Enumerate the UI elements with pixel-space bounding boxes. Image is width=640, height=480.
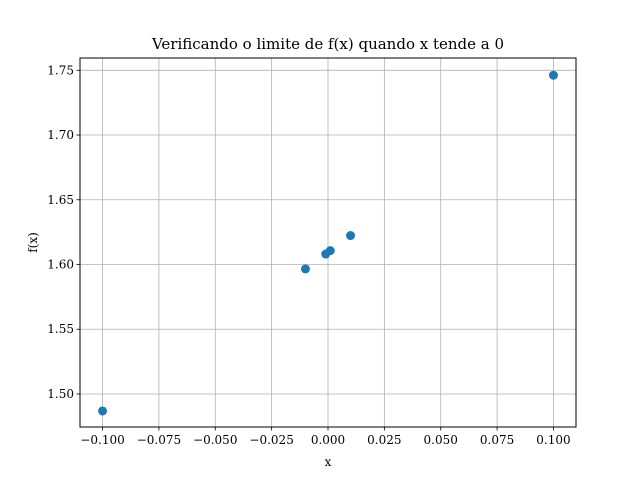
x-tick-label: −0.075 <box>137 433 181 447</box>
x-tick-label: −0.025 <box>249 433 293 447</box>
data-point <box>300 264 310 274</box>
chart-title: Verificando o limite de f(x) quando x te… <box>151 35 504 53</box>
y-tick-label: 1.65 <box>47 193 74 207</box>
x-tick-label: 0.025 <box>367 433 401 447</box>
y-axis-label: f(x) <box>26 232 40 253</box>
data-point <box>548 70 558 80</box>
y-tick-label: 1.60 <box>47 258 74 272</box>
x-tick-label: 0.075 <box>480 433 514 447</box>
y-tick-label: 1.75 <box>47 63 74 77</box>
x-tick-label: −0.050 <box>193 433 237 447</box>
y-tick-label: 1.70 <box>47 128 74 142</box>
y-tick-label: 1.55 <box>47 322 74 336</box>
data-point <box>98 406 108 416</box>
x-tick-label: 0.100 <box>536 433 570 447</box>
x-tick-label: 0.000 <box>311 433 345 447</box>
data-point <box>325 246 335 256</box>
data-point <box>346 231 356 241</box>
data-points <box>98 70 558 416</box>
grid <box>80 58 576 427</box>
x-tick-label: −0.100 <box>80 433 124 447</box>
axis-ticks: −0.100 −0.075 −0.050 −0.025 0.000 0.025 0.050 0… <box>47 63 570 447</box>
x-axis-label: x <box>325 455 332 469</box>
x-tick-label: 0.050 <box>424 433 458 447</box>
y-tick-label: 1.50 <box>47 387 74 401</box>
